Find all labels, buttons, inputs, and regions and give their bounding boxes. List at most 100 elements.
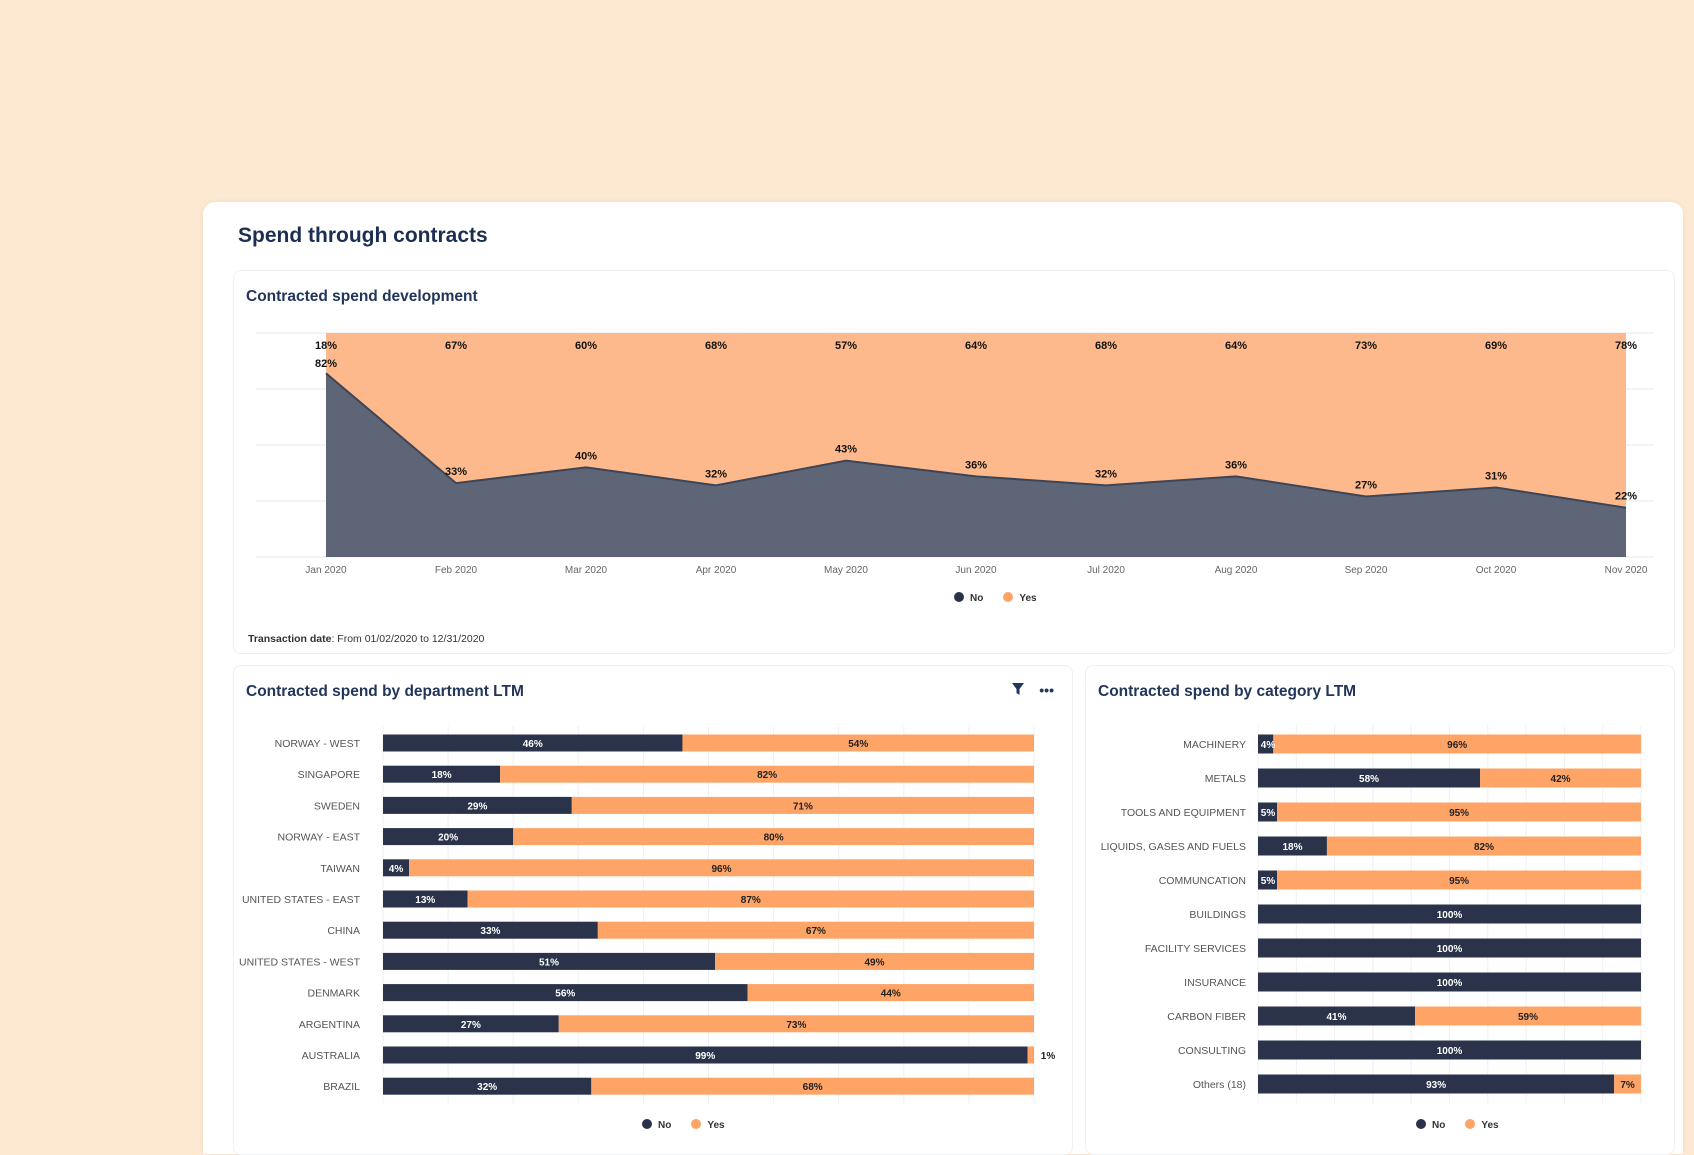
yes-data-label: 67% bbox=[445, 340, 467, 352]
bar-no bbox=[1258, 938, 1641, 958]
legend-no-dot-icon bbox=[954, 592, 964, 602]
no-data-label: 32% bbox=[705, 468, 727, 480]
yes-data-label: 57% bbox=[835, 340, 857, 352]
legend-no[interactable]: No bbox=[954, 592, 983, 604]
department-chart: NORWAY - WEST 46% 54% SINGAPORE 18% 82% SWEDEN… bbox=[239, 726, 1056, 1104]
legend-yes[interactable]: Yes bbox=[691, 1119, 725, 1131]
legend-no-label: No bbox=[1432, 1120, 1446, 1131]
development-panel: Contracted spend development Jan 2020 18%… bbox=[233, 270, 1675, 654]
bar-no-label: 5% bbox=[1261, 808, 1276, 819]
bar-no bbox=[383, 952, 716, 970]
footnote: Transaction date: From 01/02/2020 to 12/… bbox=[248, 633, 484, 645]
category-label: CARBON FIBER bbox=[1167, 1011, 1246, 1023]
legend-no[interactable]: No bbox=[642, 1119, 671, 1131]
bar-no bbox=[383, 1077, 592, 1095]
development-legend: No Yes bbox=[954, 592, 1037, 604]
bar-yes-label: 82% bbox=[1474, 842, 1494, 853]
bar-no-label: 33% bbox=[480, 926, 500, 937]
bar-yes bbox=[1480, 768, 1641, 788]
bar-no-label: 27% bbox=[461, 1020, 481, 1031]
bar-yes bbox=[1277, 802, 1641, 822]
no-data-label: 36% bbox=[965, 459, 987, 471]
bar-yes-label: 82% bbox=[757, 770, 777, 781]
x-tick-label: Nov 2020 bbox=[1605, 565, 1648, 576]
legend-yes-label: Yes bbox=[1481, 1120, 1499, 1131]
bar-no bbox=[1258, 1040, 1641, 1060]
bar-yes bbox=[513, 828, 1034, 846]
legend-no-label: No bbox=[658, 1120, 672, 1131]
bar-no-label: 18% bbox=[1282, 842, 1302, 853]
bar-no bbox=[1258, 904, 1641, 924]
bar-yes-label: 96% bbox=[712, 864, 732, 875]
category-label: TOOLS AND EQUIPMENT bbox=[1121, 807, 1247, 819]
legend-yes-label: Yes bbox=[707, 1120, 725, 1131]
bar-yes bbox=[1273, 734, 1641, 754]
category-label: UNITED STATES - WEST bbox=[239, 956, 361, 968]
bar-yes bbox=[1027, 1046, 1034, 1064]
bar-no bbox=[1258, 768, 1481, 788]
bar-yes-label: 68% bbox=[803, 1082, 823, 1093]
category-chart: MACHINERY 4% 96% METALS 58% 42% TOOLS AND EQUI… bbox=[1101, 725, 1642, 1103]
yes-data-label: 78% bbox=[1615, 340, 1637, 352]
bar-yes bbox=[747, 984, 1034, 1002]
bar-no bbox=[383, 796, 572, 814]
bar-no-label: 4% bbox=[389, 864, 404, 875]
department-legend: No Yes bbox=[642, 1119, 725, 1131]
bar-no-label: 100% bbox=[1437, 944, 1463, 955]
bar-yes bbox=[682, 734, 1034, 752]
bar-no bbox=[1258, 870, 1278, 890]
legend-yes[interactable]: Yes bbox=[1465, 1119, 1499, 1131]
bar-yes-label: 96% bbox=[1447, 740, 1467, 751]
bar-yes-label: 44% bbox=[881, 989, 901, 1000]
bar-yes-label: 7% bbox=[1620, 1080, 1635, 1091]
legend-yes[interactable]: Yes bbox=[1003, 592, 1037, 604]
yes-data-label: 69% bbox=[1485, 340, 1507, 352]
bar-no-label: 13% bbox=[415, 895, 435, 906]
legend-yes-dot-icon bbox=[1003, 592, 1014, 602]
bar-yes bbox=[1614, 1074, 1641, 1094]
bar-yes bbox=[467, 890, 1034, 908]
x-tick-label: Aug 2020 bbox=[1215, 565, 1258, 576]
category-label: METALS bbox=[1205, 773, 1246, 785]
yes-data-label: 64% bbox=[1225, 340, 1247, 352]
bar-yes-label: 59% bbox=[1518, 1012, 1538, 1023]
more-icon[interactable]: ••• bbox=[1039, 682, 1054, 698]
x-tick-label: May 2020 bbox=[824, 565, 868, 576]
bar-no-label: 32% bbox=[477, 1082, 497, 1093]
bar-no-label: 20% bbox=[438, 833, 458, 844]
bar-no-label: 46% bbox=[523, 739, 543, 750]
department-panel: Contracted spend by department LTM ••• N… bbox=[233, 665, 1073, 1155]
bar-no bbox=[383, 1046, 1028, 1064]
category-label: CONSULTING bbox=[1178, 1045, 1246, 1057]
x-tick-label: Oct 2020 bbox=[1476, 565, 1517, 576]
x-tick-label: Apr 2020 bbox=[696, 565, 737, 576]
development-title: Contracted spend development bbox=[246, 288, 478, 305]
legend-no[interactable]: No bbox=[1416, 1119, 1445, 1131]
bar-yes bbox=[500, 765, 1034, 783]
bar-yes bbox=[591, 1077, 1034, 1095]
no-data-label: 40% bbox=[575, 450, 597, 462]
no-data-label: 36% bbox=[1225, 459, 1247, 471]
bar-yes bbox=[1326, 836, 1641, 856]
bar-yes-label: 1% bbox=[1041, 1051, 1056, 1062]
bar-no-label: 5% bbox=[1261, 876, 1276, 887]
category-label: BUILDINGS bbox=[1189, 909, 1246, 921]
category-label: INSURANCE bbox=[1184, 977, 1246, 989]
bar-no-label: 99% bbox=[695, 1051, 715, 1062]
legend-yes-dot-icon bbox=[1465, 1119, 1476, 1129]
yes-data-label: 64% bbox=[965, 340, 987, 352]
bar-no-label: 58% bbox=[1359, 774, 1379, 785]
filter-icon[interactable] bbox=[1011, 682, 1025, 699]
legend-no-label: No bbox=[970, 593, 984, 604]
bar-no bbox=[383, 921, 598, 939]
bar-yes bbox=[571, 796, 1034, 814]
category-label: SINGAPORE bbox=[298, 769, 360, 781]
yes-data-label: 60% bbox=[575, 340, 597, 352]
no-data-label: 82% bbox=[315, 358, 337, 370]
bar-yes-label: 67% bbox=[806, 926, 826, 937]
category-title: Contracted spend by category LTM bbox=[1098, 683, 1357, 700]
x-tick-label: Sep 2020 bbox=[1345, 565, 1388, 576]
category-label: ARGENTINA bbox=[299, 1019, 360, 1031]
bar-no bbox=[1258, 972, 1641, 992]
legend-yes-label: Yes bbox=[1019, 593, 1037, 604]
